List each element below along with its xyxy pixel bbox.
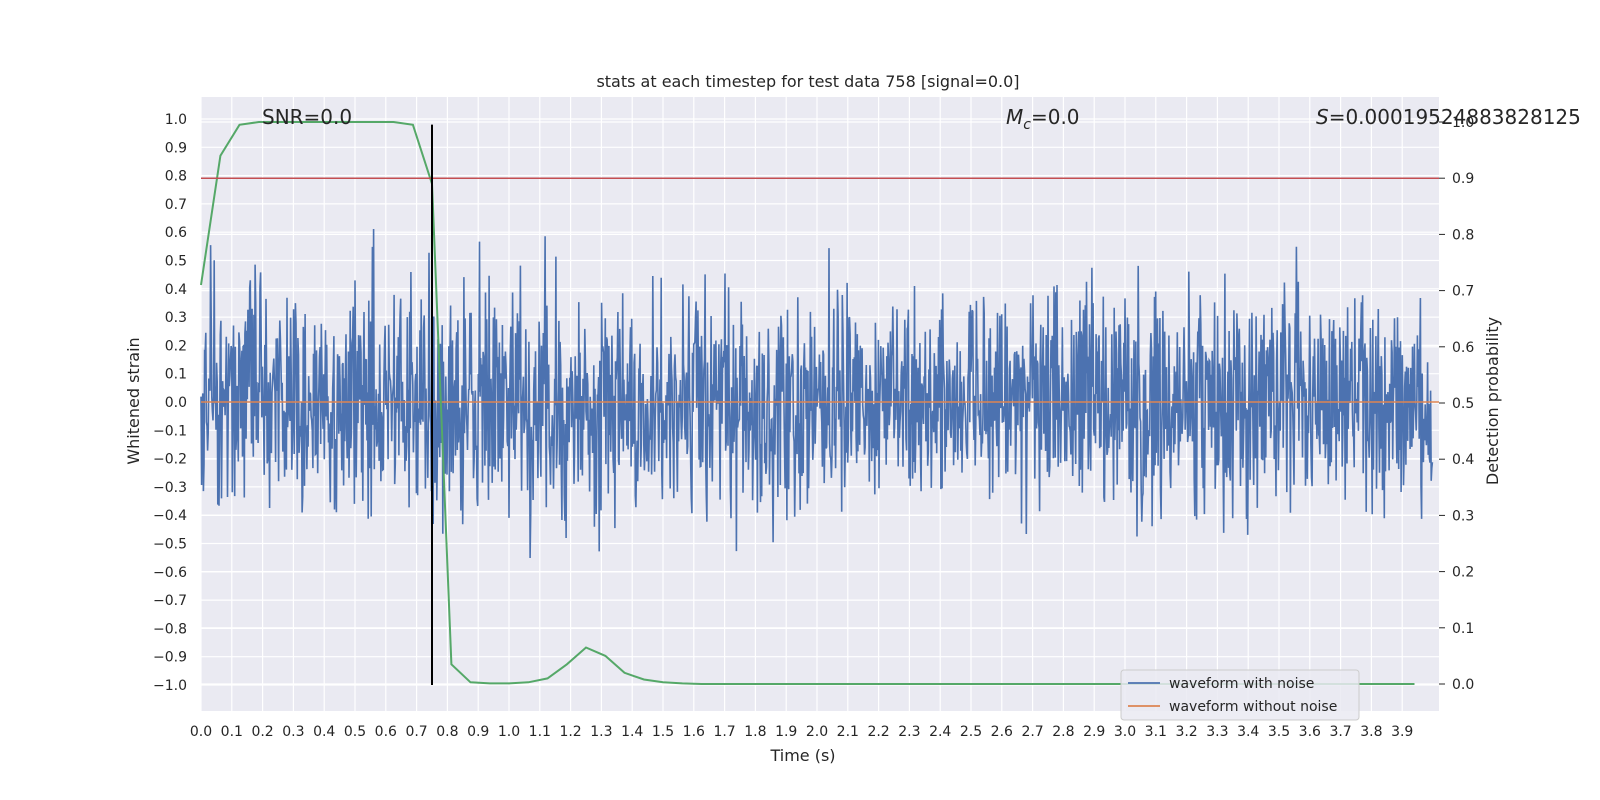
y2-tick-label: 0.9 bbox=[1452, 171, 1474, 187]
x-tick-label: 2.0 bbox=[806, 724, 828, 740]
legend: waveform with noise waveform without noi… bbox=[1120, 669, 1360, 721]
x-axis-label: Time (s) bbox=[769, 746, 835, 765]
y2-tick-label: 0.5 bbox=[1452, 396, 1474, 412]
series-layer bbox=[200, 121, 1439, 685]
legend-box bbox=[1120, 669, 1360, 721]
x-tick-label: 0.6 bbox=[375, 724, 397, 740]
chirp-mass-value: =0.0 bbox=[1031, 105, 1080, 129]
x-tick-label: 1.3 bbox=[590, 724, 612, 740]
y-tick-label: −0.4 bbox=[153, 508, 187, 524]
y2-tick-label: 0.4 bbox=[1452, 452, 1474, 468]
y-axis-label: Whitened strain bbox=[124, 337, 143, 464]
x-tick-label: 1.5 bbox=[652, 724, 674, 740]
x-axis-ticks: 0.0 0.1 0.2 0.3 0.4 0.5 0.6 0.7 0.8 0.9 1.0 1.1 1.2 1… bbox=[190, 724, 1413, 740]
x-tick-label: 0.5 bbox=[344, 724, 366, 740]
y2-tick-label: 0.7 bbox=[1452, 284, 1474, 300]
y-tick-label: −1.0 bbox=[153, 678, 187, 694]
s-annotation: S=0.00019524883828125 bbox=[1316, 105, 1581, 129]
x-tick-label: 0.0 bbox=[190, 724, 212, 740]
x-tick-label: 0.2 bbox=[251, 724, 273, 740]
series-waveform-with-noise bbox=[200, 228, 1434, 559]
x-tick-label: 3.1 bbox=[1145, 724, 1167, 740]
y2-tick-label: 0.3 bbox=[1452, 508, 1474, 524]
chirp-mass-subscript: c bbox=[1023, 117, 1031, 133]
s-value: =0.00019524883828125 bbox=[1329, 105, 1581, 129]
x-tick-label: 2.8 bbox=[1052, 724, 1074, 740]
x-tick-label: 1.9 bbox=[775, 724, 797, 740]
x-tick-label: 2.6 bbox=[991, 724, 1013, 740]
x-tick-label: 2.3 bbox=[898, 724, 920, 740]
y-tick-label: −0.3 bbox=[153, 480, 187, 496]
y-tick-label: 0.0 bbox=[165, 395, 187, 411]
x-tick-label: 0.7 bbox=[405, 724, 427, 740]
y2-tick-label: 0.1 bbox=[1452, 621, 1474, 637]
y-tick-label: 0.9 bbox=[165, 140, 187, 156]
y-tick-label: 0.6 bbox=[165, 225, 187, 241]
y2-tick-label: 0.0 bbox=[1452, 677, 1474, 693]
x-tick-label: 3.4 bbox=[1237, 724, 1259, 740]
y-tick-label: 0.7 bbox=[165, 197, 187, 213]
y-tick-label: 1.0 bbox=[165, 112, 187, 128]
x-tick-label: 2.2 bbox=[867, 724, 889, 740]
s-symbol: S bbox=[1316, 105, 1329, 129]
x-tick-label: 2.1 bbox=[837, 724, 859, 740]
chirp-mass-symbol: M bbox=[1006, 105, 1023, 129]
y-tick-label: −0.2 bbox=[153, 452, 187, 468]
y2-tick-label: 0.6 bbox=[1452, 340, 1474, 356]
y2-axis-ticks: 0.0 0.1 0.2 0.3 0.4 0.5 0.6 0.7 0.8 0.9 1.0 bbox=[1439, 115, 1474, 693]
x-tick-label: 2.5 bbox=[960, 724, 982, 740]
y-tick-label: 0.1 bbox=[165, 367, 187, 383]
x-tick-label: 2.4 bbox=[929, 724, 951, 740]
y2-axis-label: Detection probability bbox=[1483, 317, 1502, 485]
x-tick-label: 0.3 bbox=[282, 724, 304, 740]
y-tick-label: −0.7 bbox=[153, 593, 187, 609]
x-tick-label: 2.9 bbox=[1083, 724, 1105, 740]
y-tick-label: 0.3 bbox=[165, 310, 187, 326]
chirp-mass-annotation: Mc=0.0 bbox=[1006, 105, 1080, 133]
y-tick-label: 0.8 bbox=[165, 169, 187, 185]
x-tick-label: 0.1 bbox=[221, 724, 243, 740]
series-detection-probability bbox=[200, 121, 1415, 685]
x-tick-label: 1.1 bbox=[529, 724, 551, 740]
x-tick-label: 3.5 bbox=[1268, 724, 1290, 740]
x-tick-label: 1.8 bbox=[744, 724, 766, 740]
y2-tick-label: 0.2 bbox=[1452, 565, 1474, 581]
x-tick-label: 1.4 bbox=[621, 724, 643, 740]
y-tick-label: −0.1 bbox=[153, 423, 187, 439]
x-tick-label: 3.7 bbox=[1329, 724, 1351, 740]
y-tick-label: 0.2 bbox=[165, 338, 187, 354]
y-tick-label: −0.5 bbox=[153, 537, 187, 553]
x-tick-label: 1.2 bbox=[559, 724, 581, 740]
x-tick-label: 0.8 bbox=[436, 724, 458, 740]
x-tick-label: 1.7 bbox=[713, 724, 735, 740]
x-tick-label: 3.2 bbox=[1175, 724, 1197, 740]
chart-title: stats at each timestep for test data 758… bbox=[596, 72, 1019, 91]
y-tick-label: 0.4 bbox=[165, 282, 187, 298]
x-tick-label: 1.6 bbox=[683, 724, 705, 740]
x-tick-label: 3.9 bbox=[1391, 724, 1413, 740]
legend-label-noise: waveform with noise bbox=[1169, 676, 1314, 692]
legend-label-clean: waveform without noise bbox=[1169, 699, 1337, 715]
x-tick-label: 3.6 bbox=[1299, 724, 1321, 740]
y2-tick-label: 0.8 bbox=[1452, 227, 1474, 243]
x-tick-label: 1.0 bbox=[498, 724, 520, 740]
x-tick-label: 3.3 bbox=[1206, 724, 1228, 740]
x-tick-label: 3.8 bbox=[1360, 724, 1382, 740]
y-tick-label: 0.5 bbox=[165, 254, 187, 270]
x-tick-label: 0.9 bbox=[467, 724, 489, 740]
y-axis-ticks: −1.0 −0.9 −0.8 −0.7 −0.6 −0.5 −0.4 −0.3 −0.2 −0.1… bbox=[153, 112, 187, 694]
y2-tick-label: 1.0 bbox=[1452, 115, 1474, 131]
y-tick-label: −0.6 bbox=[153, 565, 187, 581]
y-tick-label: −0.9 bbox=[153, 650, 187, 666]
x-tick-label: 2.7 bbox=[1021, 724, 1043, 740]
y-tick-label: −0.8 bbox=[153, 621, 187, 637]
x-tick-label: 3.0 bbox=[1114, 724, 1136, 740]
x-tick-label: 0.4 bbox=[313, 724, 335, 740]
snr-annotation: SNR=0.0 bbox=[262, 105, 352, 129]
